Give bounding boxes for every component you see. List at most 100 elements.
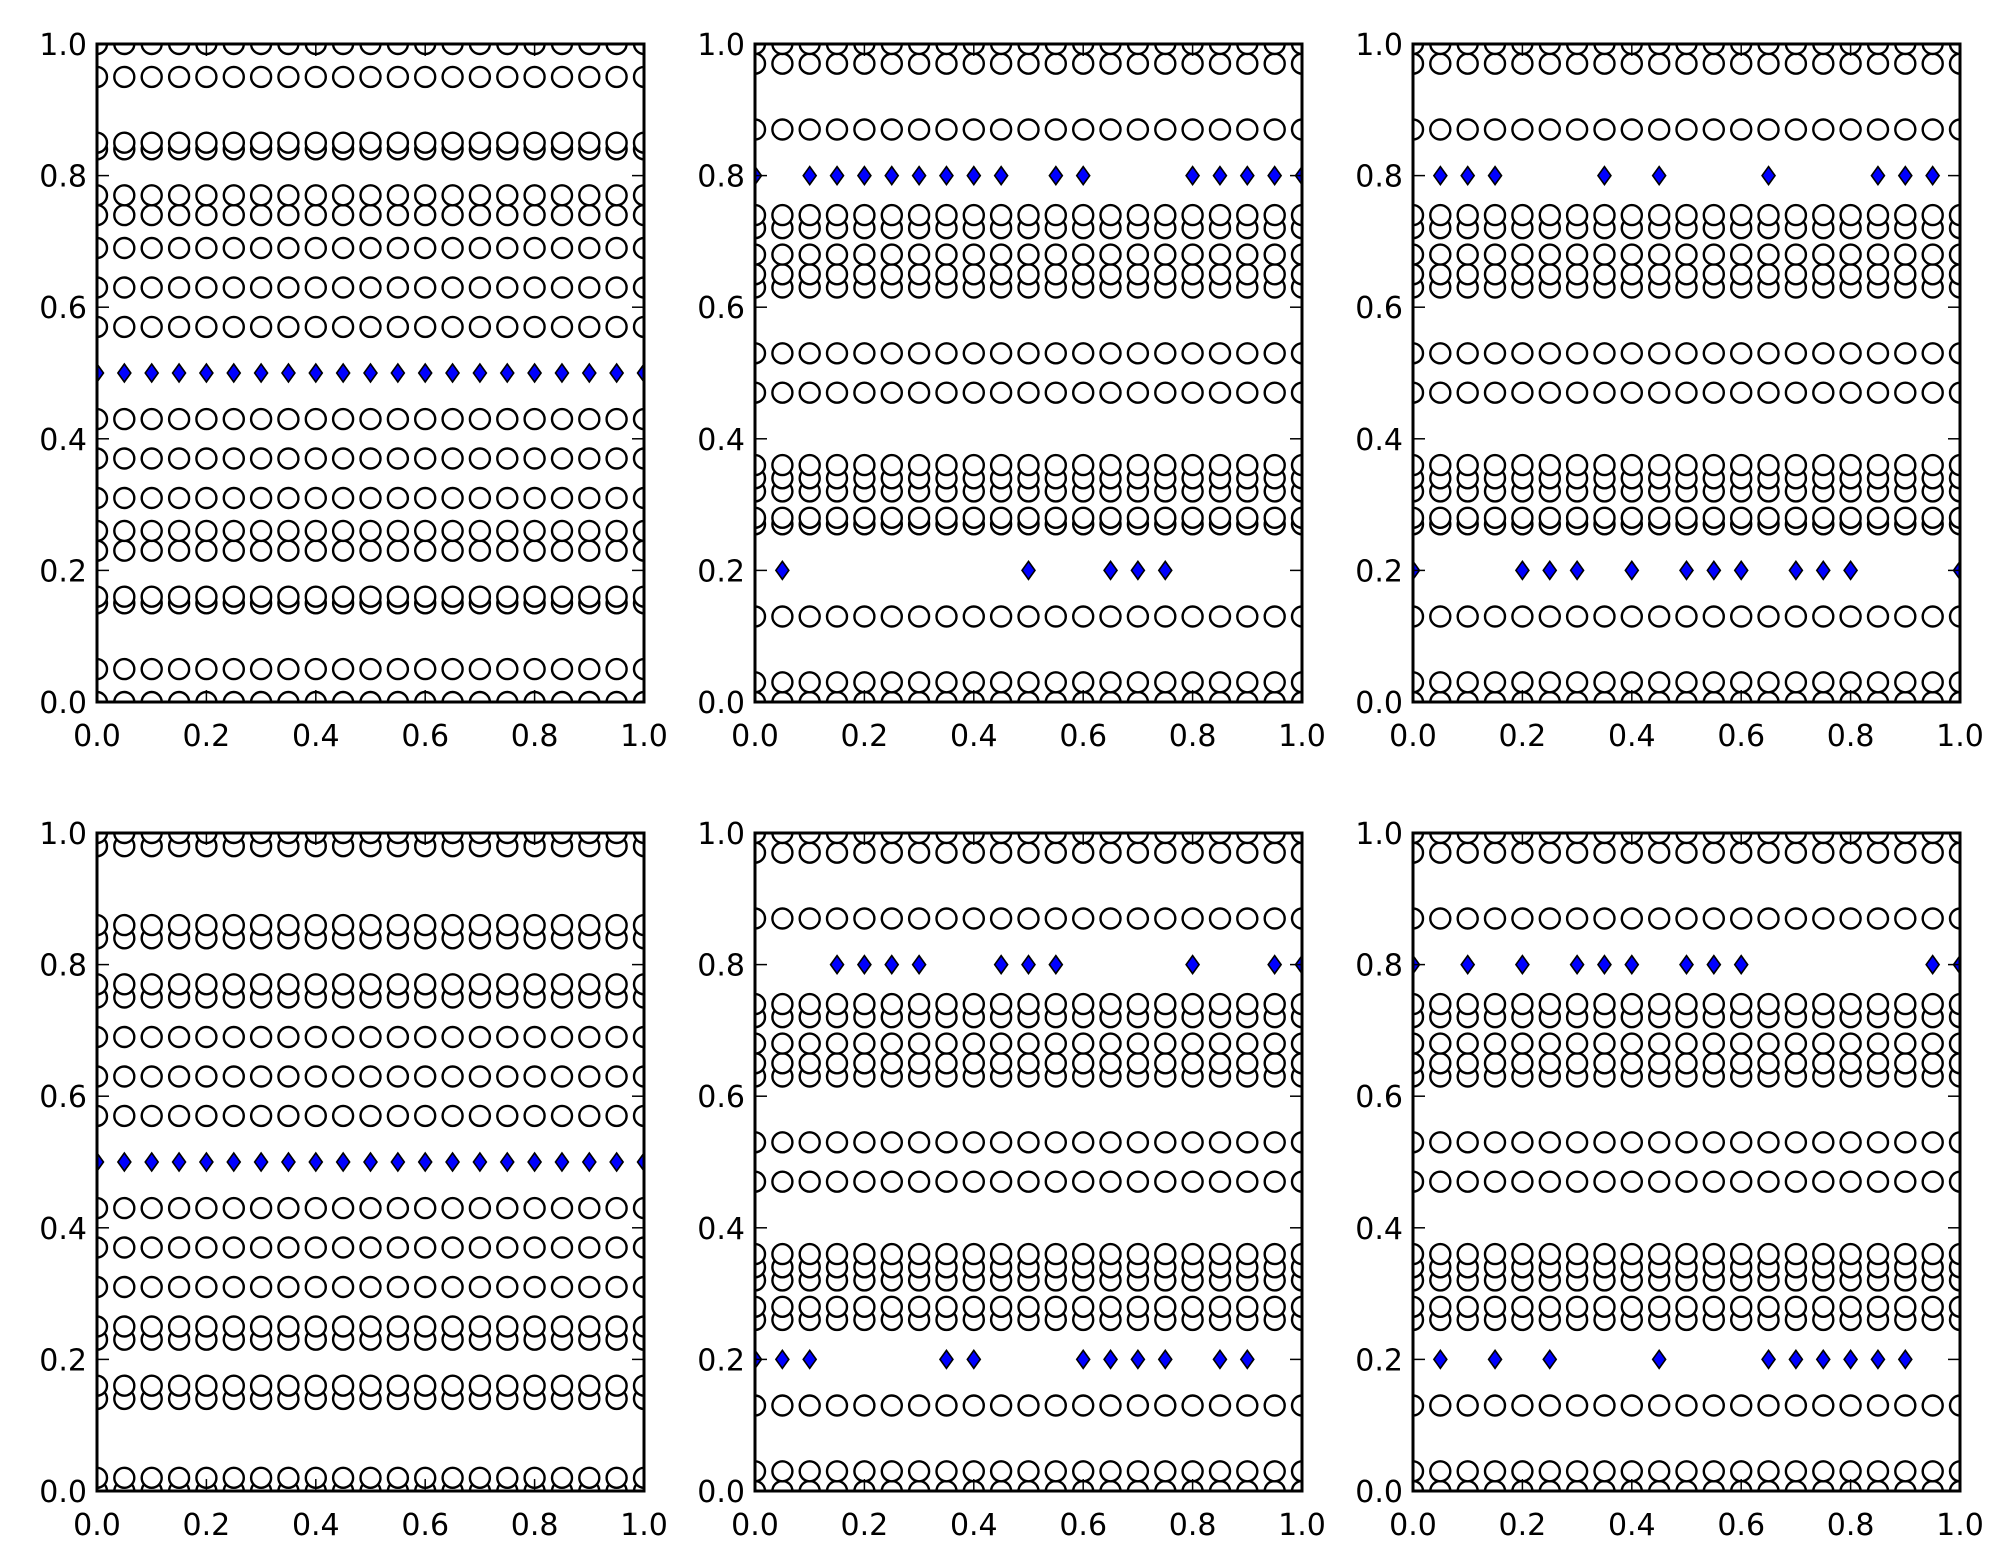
circle-point	[1593, 1052, 1616, 1075]
y-tick-label: 0.2	[1355, 1343, 1403, 1378]
circle-point	[277, 203, 300, 227]
circle-point	[113, 1466, 136, 1490]
circle-point	[1071, 605, 1095, 628]
circle-point	[140, 65, 163, 89]
y-tick-label: 0.6	[697, 1080, 745, 1115]
circle-point	[605, 131, 628, 154]
circle-point	[441, 486, 464, 510]
circle-point	[578, 1065, 601, 1088]
circle-point	[331, 1104, 355, 1128]
circle-point	[140, 539, 163, 562]
circle-point	[1729, 243, 1753, 266]
diamond-point	[966, 165, 982, 186]
circle-point	[935, 1052, 958, 1075]
circle-point	[1784, 1460, 1808, 1483]
circle-point	[1538, 841, 1562, 864]
circle-point	[1154, 203, 1177, 227]
circle-point	[1154, 1460, 1177, 1483]
circle-point	[249, 1065, 273, 1088]
circle-point	[277, 1196, 300, 1220]
circle-point	[1757, 1394, 1780, 1417]
circle-point	[167, 447, 191, 470]
circle-point	[907, 1242, 931, 1266]
circle-point	[1017, 506, 1040, 529]
circle-point	[1126, 342, 1150, 365]
circle-point	[222, 913, 246, 937]
circle-point	[1702, 118, 1726, 141]
circle-point	[907, 1032, 931, 1055]
circle-point	[989, 605, 1013, 628]
circle-point	[167, 184, 191, 207]
circle-point	[1812, 605, 1835, 628]
x-tick-label: 0.0	[731, 1508, 779, 1543]
circle-point	[962, 381, 985, 404]
circle-point	[1894, 671, 1917, 694]
circle-point	[1126, 907, 1150, 930]
circle-point	[1812, 1394, 1835, 1417]
diamond-point	[363, 1151, 378, 1173]
circle-point	[113, 973, 136, 996]
x-tick-label: 0.4	[950, 1508, 998, 1543]
circle-point	[386, 184, 410, 207]
circle-point	[798, 243, 821, 266]
diamond-point	[802, 165, 818, 186]
circle-point	[853, 671, 876, 694]
circle-point	[798, 605, 821, 628]
circle-point	[798, 342, 821, 365]
circle-point	[359, 1025, 382, 1049]
circle-point	[1729, 1295, 1753, 1319]
circle-point	[496, 65, 519, 89]
circle-point	[496, 1315, 519, 1338]
circle-point	[1126, 203, 1150, 227]
circle-point	[1565, 907, 1589, 930]
axes-frame	[95, 42, 646, 704]
circle-point	[1208, 1295, 1232, 1319]
circle-point	[331, 447, 355, 470]
circle-point	[962, 1295, 985, 1319]
circle-point	[140, 131, 163, 154]
diamond-point	[499, 362, 515, 384]
circle-point	[222, 1275, 246, 1299]
circle-point	[1839, 453, 1862, 477]
circle-point	[1236, 52, 1259, 75]
circle-point	[496, 585, 519, 608]
y-tick-label: 0.2	[697, 554, 745, 589]
circle-point	[1263, 1052, 1286, 1075]
circle-point	[880, 671, 903, 694]
circle-point	[1593, 342, 1616, 365]
circle-point	[907, 453, 931, 477]
circle-point	[1511, 671, 1534, 694]
circle-point	[989, 506, 1013, 529]
circle-point	[1620, 1460, 1644, 1483]
circle-point	[1263, 1170, 1286, 1193]
circle-point	[386, 519, 410, 543]
circle-point	[605, 1374, 628, 1397]
circle-point	[277, 1315, 300, 1338]
circle-point	[935, 1242, 958, 1266]
y-tick-label: 0.0	[697, 686, 745, 721]
diamond-point	[554, 1151, 570, 1173]
circle-point	[359, 276, 382, 299]
circle-point	[1236, 243, 1259, 266]
circle-point	[1429, 605, 1452, 628]
circle-point	[578, 131, 601, 154]
circle-point	[825, 907, 849, 930]
circle-point	[441, 1196, 464, 1220]
circle-point	[1784, 1170, 1808, 1193]
circle-point	[1017, 52, 1040, 75]
circle-point	[1729, 1052, 1753, 1075]
circle-point	[1565, 992, 1589, 1016]
circle-point	[249, 131, 273, 154]
circle-point	[605, 519, 628, 543]
y-tick-label: 0.0	[1355, 1475, 1403, 1510]
circle-point	[1647, 243, 1671, 266]
circle-point	[935, 243, 958, 266]
circle-point	[331, 203, 355, 227]
y-tick-label: 1.0	[697, 817, 745, 852]
circle-point	[1071, 342, 1095, 365]
circle-point	[1208, 1032, 1232, 1055]
circle-point	[1071, 1131, 1095, 1154]
circle-point	[113, 131, 136, 154]
circle-point	[1620, 1131, 1644, 1154]
